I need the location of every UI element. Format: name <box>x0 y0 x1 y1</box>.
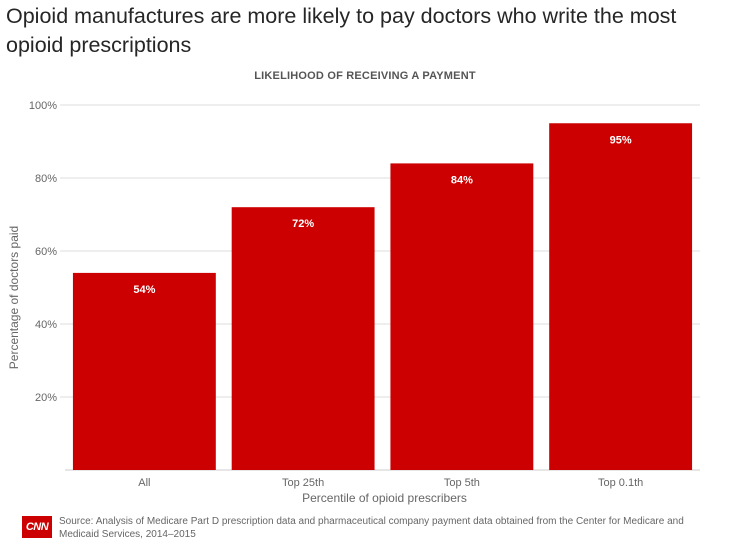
cnn-logo: CNN <box>22 516 52 538</box>
data-label: 54% <box>133 284 155 296</box>
y-tick-label: 60% <box>35 246 57 258</box>
y-axis-title: Percentage of doctors paid <box>7 226 21 369</box>
source-note: Source: Analysis of Medicare Part D pres… <box>59 516 684 540</box>
y-tick-label: 40% <box>35 319 57 331</box>
footer: CNN Source: Analysis of Medicare Part D … <box>16 512 716 548</box>
x-tick-label: All <box>138 477 150 489</box>
bar-4 <box>549 123 693 470</box>
bar-2 <box>231 207 375 470</box>
x-tick-label: Top 25th <box>282 477 324 489</box>
headline: Opioid manufactures are more likely to p… <box>6 4 677 57</box>
x-axis-title: Percentile of opioid prescribers <box>302 491 467 505</box>
data-label: 84% <box>451 174 473 186</box>
y-tick-label: 100% <box>29 100 57 112</box>
y-tick-label: 80% <box>35 173 57 185</box>
y-tick-label: 20% <box>35 392 57 404</box>
data-label: 72% <box>292 218 314 230</box>
x-tick-label: Top 5th <box>444 477 480 489</box>
x-tick-label: Top 0.1th <box>598 477 643 489</box>
bar-chart: 20% 40% 60% 80% 100% 54% All 72% Top 25th 84% Top … <box>7 100 700 505</box>
bar-1 <box>72 272 216 470</box>
chart-title: LIKELIHOOD OF RECEIVING A PAYMENT <box>254 70 476 82</box>
data-label: 95% <box>610 134 632 146</box>
bar-3 <box>390 163 534 470</box>
